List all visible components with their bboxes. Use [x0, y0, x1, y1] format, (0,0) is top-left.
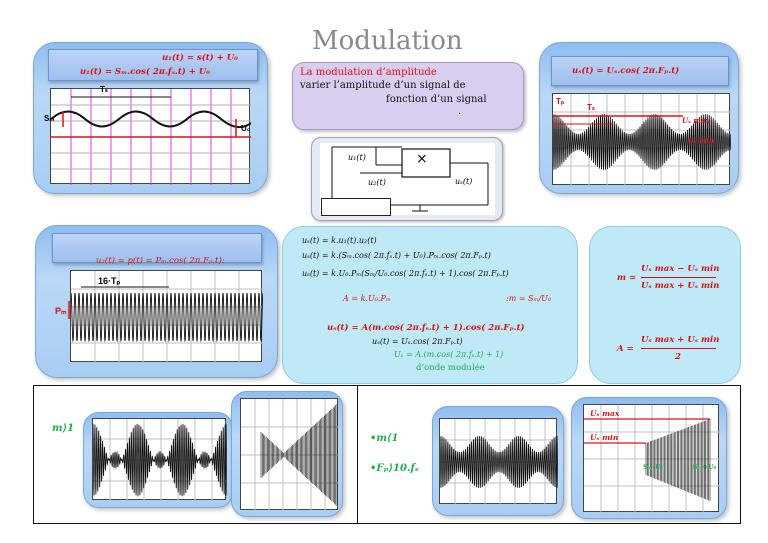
multiplier-input-1: u₁(t) [348, 153, 366, 162]
overmod-trap-scope [240, 398, 339, 511]
porteuse-scope-plot [70, 271, 264, 363]
carrier-scope [50, 88, 252, 185]
derivation-line-3: uₛ(t) = k.U₀.Pₘ(Sₘ/U₀.cos( 2π.fₛ.t) + 1)… [302, 269, 509, 278]
m-fraction-bar [641, 277, 716, 278]
carrier-period-label: Tₛ [100, 85, 108, 94]
a-fraction-bar [641, 348, 716, 349]
porteuse-equation-bar [52, 233, 262, 263]
carrier-equation-bar [48, 49, 258, 81]
carrier-offset-label: U₀ [241, 124, 251, 133]
porteuse-eq: u₂(t) = p(t) = Pₘ.cos( 2π.Fₚ.t): [96, 256, 225, 266]
definition-heading: La modulation d’amplitude [300, 67, 437, 78]
porteuse-amp-arrow [68, 301, 70, 319]
definition-dot: . [458, 106, 462, 117]
derivation-line-1: uₛ(t) = k.u₁(t).u₂(t) [302, 236, 377, 245]
trap-max-label: Uₛ max [590, 409, 620, 418]
definition-line-2: fonction d’un signal [386, 94, 487, 105]
derivation-line-8: d’onde modulée [416, 363, 485, 373]
trap-right-label: Sₘ+U₀ [693, 463, 717, 471]
formulas-card [589, 226, 741, 384]
page-title: Modulation [312, 26, 463, 56]
multiplier-symbol: × [416, 151, 428, 167]
carrier-amp-label: Sₘ [44, 114, 55, 123]
undermod-label-1: •m⟨1 [370, 433, 399, 444]
modulated-tp-label: Tₚ [556, 97, 565, 106]
carrier-scope-plot [50, 89, 252, 185]
definition-box [292, 62, 524, 130]
multiplier-circuit [331, 146, 489, 212]
overmod-label: m⟩1 [52, 423, 75, 434]
derivation-card [282, 226, 578, 384]
undermod-plot [439, 419, 559, 505]
m-numerator: Uₛ max − Uₛ min [641, 264, 720, 274]
derivation-line-7: Uₛ = A.(m.cos( 2π.fₛ.t) + 1) [394, 350, 504, 359]
overmod-scope [92, 418, 228, 501]
blank-input-box[interactable] [321, 198, 391, 216]
derivation-line-5: uₛ(t) = A(m.cos( 2π.fₛ.t) + 1).cos( 2π.F… [327, 323, 525, 333]
modulated-min-label: Uₛ min [688, 136, 715, 145]
derivation-line-4a: A = k.U₀.Pₘ [343, 294, 391, 303]
modulated-max-label: Uₛ max [682, 116, 710, 125]
undermod-scope [439, 418, 559, 505]
m-label: m = [617, 273, 637, 283]
porteuse-amp-label: Pₘ [55, 306, 67, 316]
modulated-equation-bar [551, 56, 729, 86]
m-denominator: Uₛ max + Uₛ min [641, 281, 720, 291]
definition-line-1: varier l’amplitude d’un signal de [300, 80, 466, 91]
multiplier-output: uₛ(t) [455, 177, 473, 186]
porteuse-period-label: 16·Tₚ [98, 276, 121, 286]
modulated-ts-label: Tₛ [587, 103, 595, 112]
a-numerator: Uₛ max + Uₛ min [641, 335, 720, 345]
undermod-label-2: •Fₚ⟩10.fₛ [370, 463, 419, 474]
trap-min-label: Uₛ min [590, 433, 619, 442]
derivation-line-2: uₛ(t) = k.(Sₘ.cos( 2π.fₛ.t) + U₀).Pₘ.cos… [302, 251, 491, 260]
undermod-trap-scope [583, 404, 720, 513]
a-denominator: 2 [675, 352, 681, 362]
derivation-line-6: uₛ(t) = Uₛ.cos( 2π.Fₚ.t) [372, 337, 463, 346]
undermod-trap-plot [584, 405, 720, 513]
carrier-eq-2: u₁(t) = Sₘ.cos( 2π.fₛ.t) + U₀ [80, 67, 211, 77]
porteuse-scope [70, 270, 264, 363]
modulated-scope-plot [552, 94, 732, 186]
overmod-plot [92, 419, 228, 501]
carrier-eq-1: u₁(t) = s(t) + U₀ [162, 53, 238, 63]
trap-left-label: Sₘ-U₀ [643, 463, 664, 471]
derivation-line-4b: :m = Sₘ/U₀ [506, 294, 552, 303]
modulated-scope [552, 93, 732, 186]
modulated-eq: uₛ(t) = Uₛ.cos( 2π.Fₚ.t) [572, 66, 680, 76]
overmod-trap-plot [241, 399, 339, 511]
a-label: A = [617, 344, 634, 354]
multiplier-input-2: u₂(t) [368, 178, 386, 187]
